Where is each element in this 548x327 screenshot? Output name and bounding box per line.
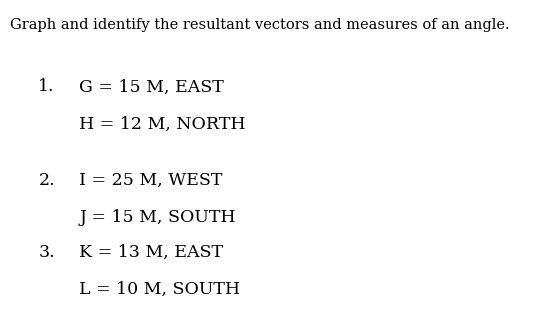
Text: L = 10 M, SOUTH: L = 10 M, SOUTH	[79, 281, 241, 298]
Text: K = 13 M, EAST: K = 13 M, EAST	[79, 244, 224, 261]
Text: G = 15 M, EAST: G = 15 M, EAST	[79, 78, 224, 95]
Text: 3.: 3.	[38, 244, 55, 261]
Text: J = 15 M, SOUTH: J = 15 M, SOUTH	[79, 209, 236, 226]
Text: I = 25 M, WEST: I = 25 M, WEST	[79, 172, 223, 189]
Text: 2.: 2.	[38, 172, 55, 189]
Text: 1.: 1.	[38, 78, 55, 95]
Text: H = 12 M, NORTH: H = 12 M, NORTH	[79, 116, 246, 133]
Text: Graph and identify the resultant vectors and measures of an angle.: Graph and identify the resultant vectors…	[10, 18, 510, 32]
